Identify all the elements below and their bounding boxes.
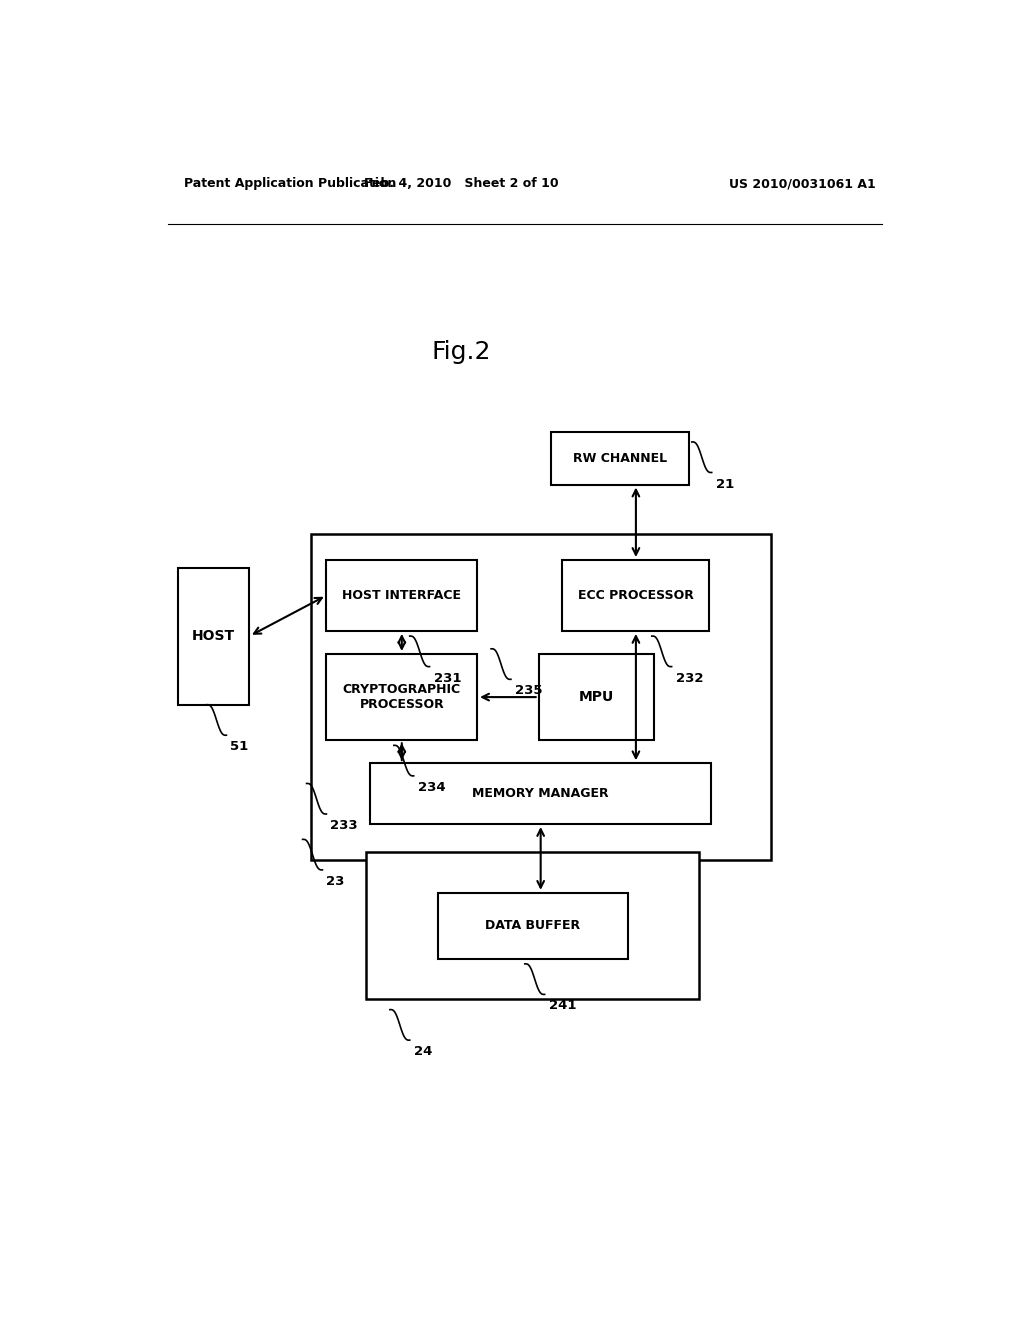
Bar — [310, 535, 771, 859]
Text: ECC PROCESSOR: ECC PROCESSOR — [578, 589, 694, 602]
Text: 23: 23 — [327, 875, 345, 888]
Text: US 2010/0031061 A1: US 2010/0031061 A1 — [729, 177, 876, 190]
Text: 233: 233 — [331, 818, 358, 832]
Text: 241: 241 — [549, 999, 577, 1012]
Text: HOST INTERFACE: HOST INTERFACE — [342, 589, 461, 602]
Bar — [367, 853, 699, 999]
Text: Feb. 4, 2010   Sheet 2 of 10: Feb. 4, 2010 Sheet 2 of 10 — [364, 177, 559, 190]
Bar — [562, 560, 710, 631]
Bar — [437, 892, 628, 958]
Bar — [327, 653, 477, 741]
Text: RW CHANNEL: RW CHANNEL — [573, 451, 667, 465]
Bar — [370, 763, 712, 824]
Text: 51: 51 — [230, 741, 249, 754]
Bar — [539, 653, 653, 741]
Text: 234: 234 — [418, 781, 445, 793]
Bar — [178, 568, 250, 705]
Text: 231: 231 — [433, 672, 461, 685]
Text: 232: 232 — [676, 672, 703, 685]
Text: Patent Application Publication: Patent Application Publication — [183, 177, 396, 190]
Text: CRYPTOGRAPHIC
PROCESSOR: CRYPTOGRAPHIC PROCESSOR — [343, 682, 461, 711]
Text: MPU: MPU — [579, 690, 613, 704]
Text: DATA BUFFER: DATA BUFFER — [485, 919, 581, 932]
Bar — [551, 432, 689, 484]
Text: 24: 24 — [414, 1045, 432, 1059]
Bar — [327, 560, 477, 631]
Text: MEMORY MANAGER: MEMORY MANAGER — [472, 787, 609, 800]
Text: 21: 21 — [716, 478, 734, 491]
Text: Fig.2: Fig.2 — [431, 339, 492, 363]
Text: 235: 235 — [515, 684, 543, 697]
Text: HOST: HOST — [193, 630, 236, 643]
